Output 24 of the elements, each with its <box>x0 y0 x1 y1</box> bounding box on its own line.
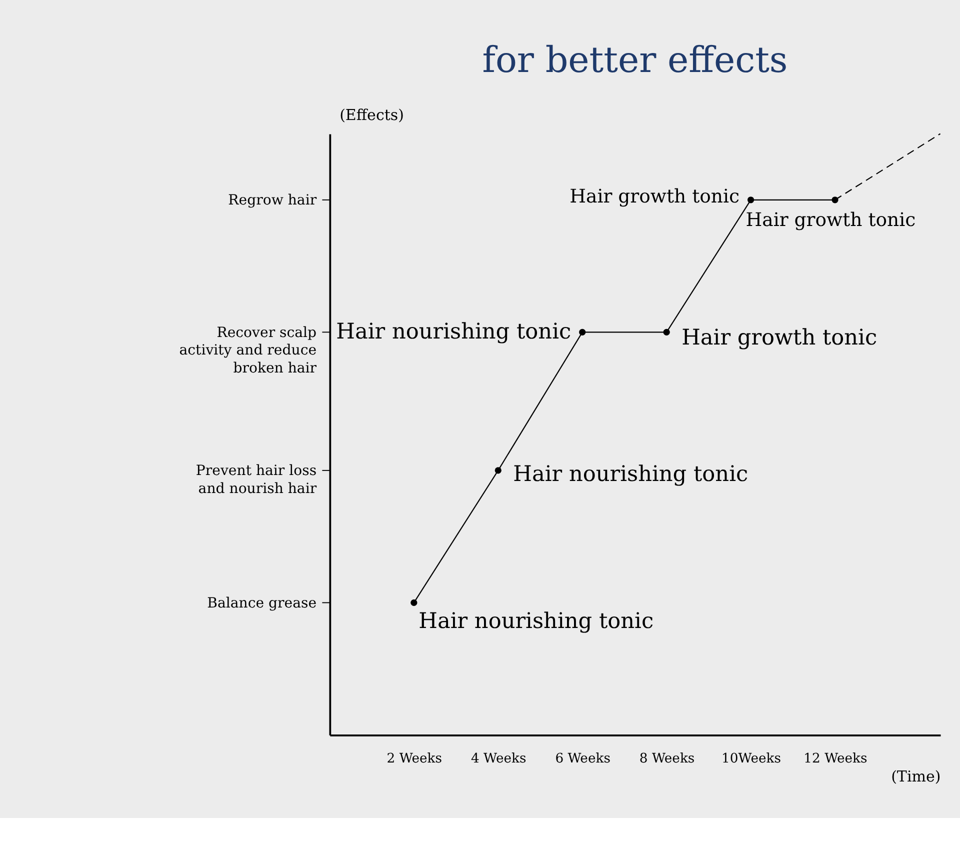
point <box>494 467 502 474</box>
point <box>663 328 670 336</box>
annotation: Hair growth tonic <box>570 186 740 208</box>
x-tick-label: 10Weeks <box>722 752 782 767</box>
y-axis-title: (Effects) <box>340 106 404 124</box>
text: Recover scalp activity and reduce broken hair <box>179 324 317 377</box>
text: Prevent hair loss and nourish hair <box>196 463 317 497</box>
x-tick-label: 12 Weeks <box>804 752 868 767</box>
x-tick-label: 8 Weeks <box>639 752 695 767</box>
x-tick-label: 4 Weeks <box>470 752 526 767</box>
x-tick-label: 2 Weeks <box>386 752 442 767</box>
text: Regrow hair <box>228 192 317 209</box>
x-axis-title: (Time) <box>891 767 941 786</box>
annotation: Hair growth tonic <box>746 210 916 232</box>
point <box>747 196 754 204</box>
chart-title: for better effects <box>482 40 788 81</box>
annotation: Hair growth tonic <box>682 325 878 350</box>
x-tick-label: 6 Weeks <box>555 752 611 767</box>
text: Balance grease <box>207 595 317 612</box>
annotation: Hair nourishing tonic <box>513 462 748 487</box>
annotation: Hair nourishing tonic <box>336 320 572 345</box>
point <box>579 328 586 336</box>
annotation: Hair nourishing tonic <box>418 609 654 634</box>
point <box>410 599 418 606</box>
